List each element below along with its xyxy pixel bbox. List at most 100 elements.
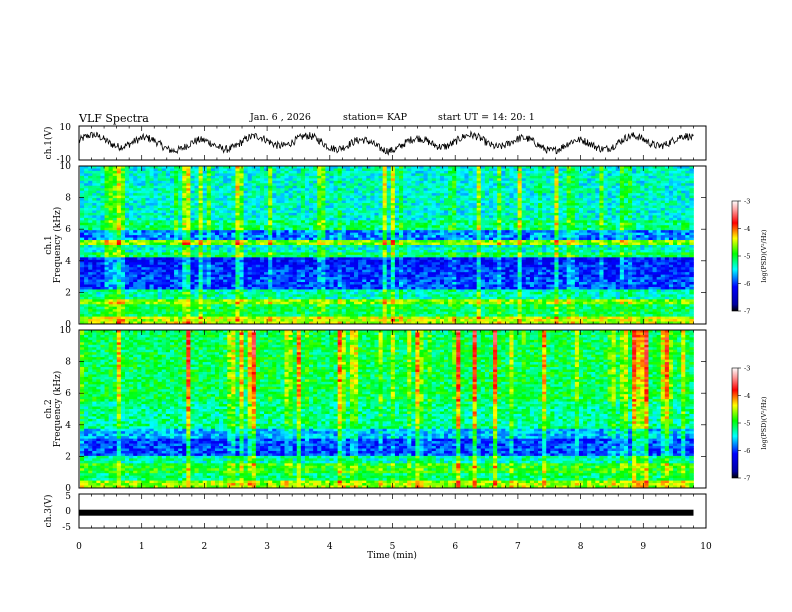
ch1-spectrogram-cell — [251, 237, 257, 241]
ch1-spectrogram-cell — [149, 240, 155, 243]
ch1-spectrogram-cell — [664, 225, 670, 229]
ch1-spectrogram-cell — [112, 188, 118, 192]
ch1-spectrogram-cell — [321, 185, 326, 189]
ch1-spectrogram-cell — [116, 225, 122, 229]
ch1-spectrogram-cell — [190, 242, 195, 246]
ch1-spectrogram-cell — [202, 173, 208, 177]
ch1-spectrogram-cell — [259, 190, 265, 194]
ch1-spectrogram-cell — [300, 193, 306, 197]
ch1-spectrogram-cell — [628, 166, 633, 169]
ch1-spectrogram-cell — [595, 195, 600, 199]
ch1-spectrogram-cell — [448, 235, 453, 238]
ch1-spectrogram-cell — [464, 212, 469, 216]
ch1-spectrogram-cell — [276, 232, 281, 236]
ch1-spectrogram-cell — [468, 207, 474, 211]
ch1-spectrogram-cell — [415, 245, 420, 248]
ch1-spectrogram-cell — [214, 230, 220, 234]
ch1-spectrogram-cell — [501, 207, 506, 211]
ch1-spectrogram-cell — [231, 235, 236, 238]
ch1-spectrogram-cell — [268, 227, 273, 231]
ch1-spectrogram-cell — [337, 178, 343, 182]
ch1-spectrogram-cell — [550, 242, 555, 246]
ch1-spectrogram-cell — [685, 168, 690, 172]
ch1-spectrogram-cell — [268, 200, 273, 204]
ch1-spectrogram-cell — [206, 245, 212, 248]
ch1-spectrogram-cell — [349, 212, 355, 216]
ch1-spectrogram-cell — [178, 185, 183, 189]
ch1-spectrogram-cell — [456, 170, 461, 174]
ch1-spectrogram-cell — [382, 173, 388, 177]
ch1-spectrogram-cell — [619, 232, 625, 236]
ch1-spectrogram-cell — [681, 190, 686, 194]
ch1-spectrogram-cell — [664, 173, 670, 177]
ch1-spectrogram-cell — [529, 210, 535, 214]
ch1-spectrogram-cell — [141, 168, 146, 172]
ch1-spectrogram-cell — [124, 227, 130, 231]
ch1-spectrogram-cell — [603, 232, 608, 236]
ch1-spectrogram-cell — [153, 168, 159, 172]
ch1-spectrogram-cell — [664, 183, 670, 187]
ch1-spectrogram-cell — [292, 245, 298, 248]
ch1-spectrogram-cell — [583, 188, 588, 192]
ch1-spectrogram-cell — [525, 230, 531, 234]
ch1-spectrogram-cell — [550, 220, 555, 224]
ch1-spectrogram-cell — [284, 222, 289, 226]
ch1-spectrogram-cell — [251, 220, 257, 224]
ch1-spectrogram-cell — [341, 178, 347, 182]
ch1-spectrogram-cell — [141, 227, 146, 231]
ch1-spectrogram-cell — [533, 210, 539, 214]
ch1-spectrogram-cell — [198, 198, 204, 201]
ch1-spectrogram-cell — [656, 183, 662, 187]
ch1-spectrogram-cell — [407, 237, 412, 241]
ch1-spectrogram-cell — [174, 220, 179, 224]
ch1-spectrogram-cell — [411, 232, 416, 236]
ch1-spectrogram-cell — [108, 166, 114, 169]
ch1-spectrogram-cell — [578, 227, 584, 231]
ch1-spectrogram-cell — [259, 215, 265, 219]
ch1-spectrogram-cell — [615, 205, 621, 209]
ch1-spectrogram-cell — [247, 188, 253, 192]
ch1-spectrogram-cell — [206, 225, 212, 229]
ch1-spectrogram-cell — [529, 178, 535, 182]
ch1-spectrogram-cell — [599, 168, 604, 172]
ch1-spectrogram-cell — [603, 207, 608, 211]
ch1-spectrogram-cell — [623, 203, 629, 206]
ch1-spectrogram-cell — [615, 175, 621, 179]
ch1-spectrogram-cell — [558, 230, 563, 234]
ch1-spectrogram-cell — [619, 166, 625, 169]
ch1-spectrogram-cell — [550, 237, 555, 241]
ch1-spectrogram-cell — [443, 188, 449, 192]
ch1-spectrogram-cell — [300, 168, 306, 172]
ch1-spectrogram-cell — [468, 220, 474, 224]
ch1-spectrogram-cell — [587, 205, 592, 209]
ch1-spectrogram-cell — [550, 198, 555, 201]
ch1-spectrogram-cell — [668, 180, 674, 184]
ch1-spectrogram-cell — [276, 168, 281, 172]
ch1-spectrogram-cell — [120, 185, 126, 189]
ch1-spectrogram-cell — [476, 235, 482, 238]
ch1-spectrogram-cell — [570, 222, 576, 226]
ch1-spectrogram-cell — [333, 180, 339, 184]
ch1-spectrogram-cell — [374, 203, 379, 206]
ch1-spectrogram-cell — [190, 178, 195, 182]
ch1-spectrogram-cell — [435, 212, 441, 216]
ch1-spectrogram-cell — [358, 175, 363, 179]
ch1-spectrogram-cell — [677, 207, 682, 211]
ch1-spectrogram-cell — [227, 200, 232, 204]
ch1-spectrogram-cell — [182, 203, 187, 206]
ch1-spectrogram-cell — [652, 173, 658, 177]
ch1-spectrogram-cell — [288, 185, 294, 189]
ch1-spectrogram-cell — [141, 166, 146, 169]
ch1-spectrogram-cell — [689, 175, 694, 179]
ch1-spectrogram-cell — [611, 195, 617, 199]
ch1-spectrogram-cell — [562, 175, 568, 179]
ch1-spectrogram-cell — [345, 215, 351, 219]
ch1-spectrogram-cell — [239, 185, 244, 189]
ch1-spectrogram-cell — [280, 195, 285, 199]
ch1-spectrogram-cell — [386, 235, 392, 238]
ch1-spectrogram-cell — [550, 230, 555, 234]
ch1-spectrogram-cell — [219, 222, 224, 226]
ch1-spectrogram-cell — [251, 215, 257, 219]
ch1-spectrogram-cell — [497, 237, 502, 241]
ch1-spectrogram-cell — [313, 175, 318, 179]
